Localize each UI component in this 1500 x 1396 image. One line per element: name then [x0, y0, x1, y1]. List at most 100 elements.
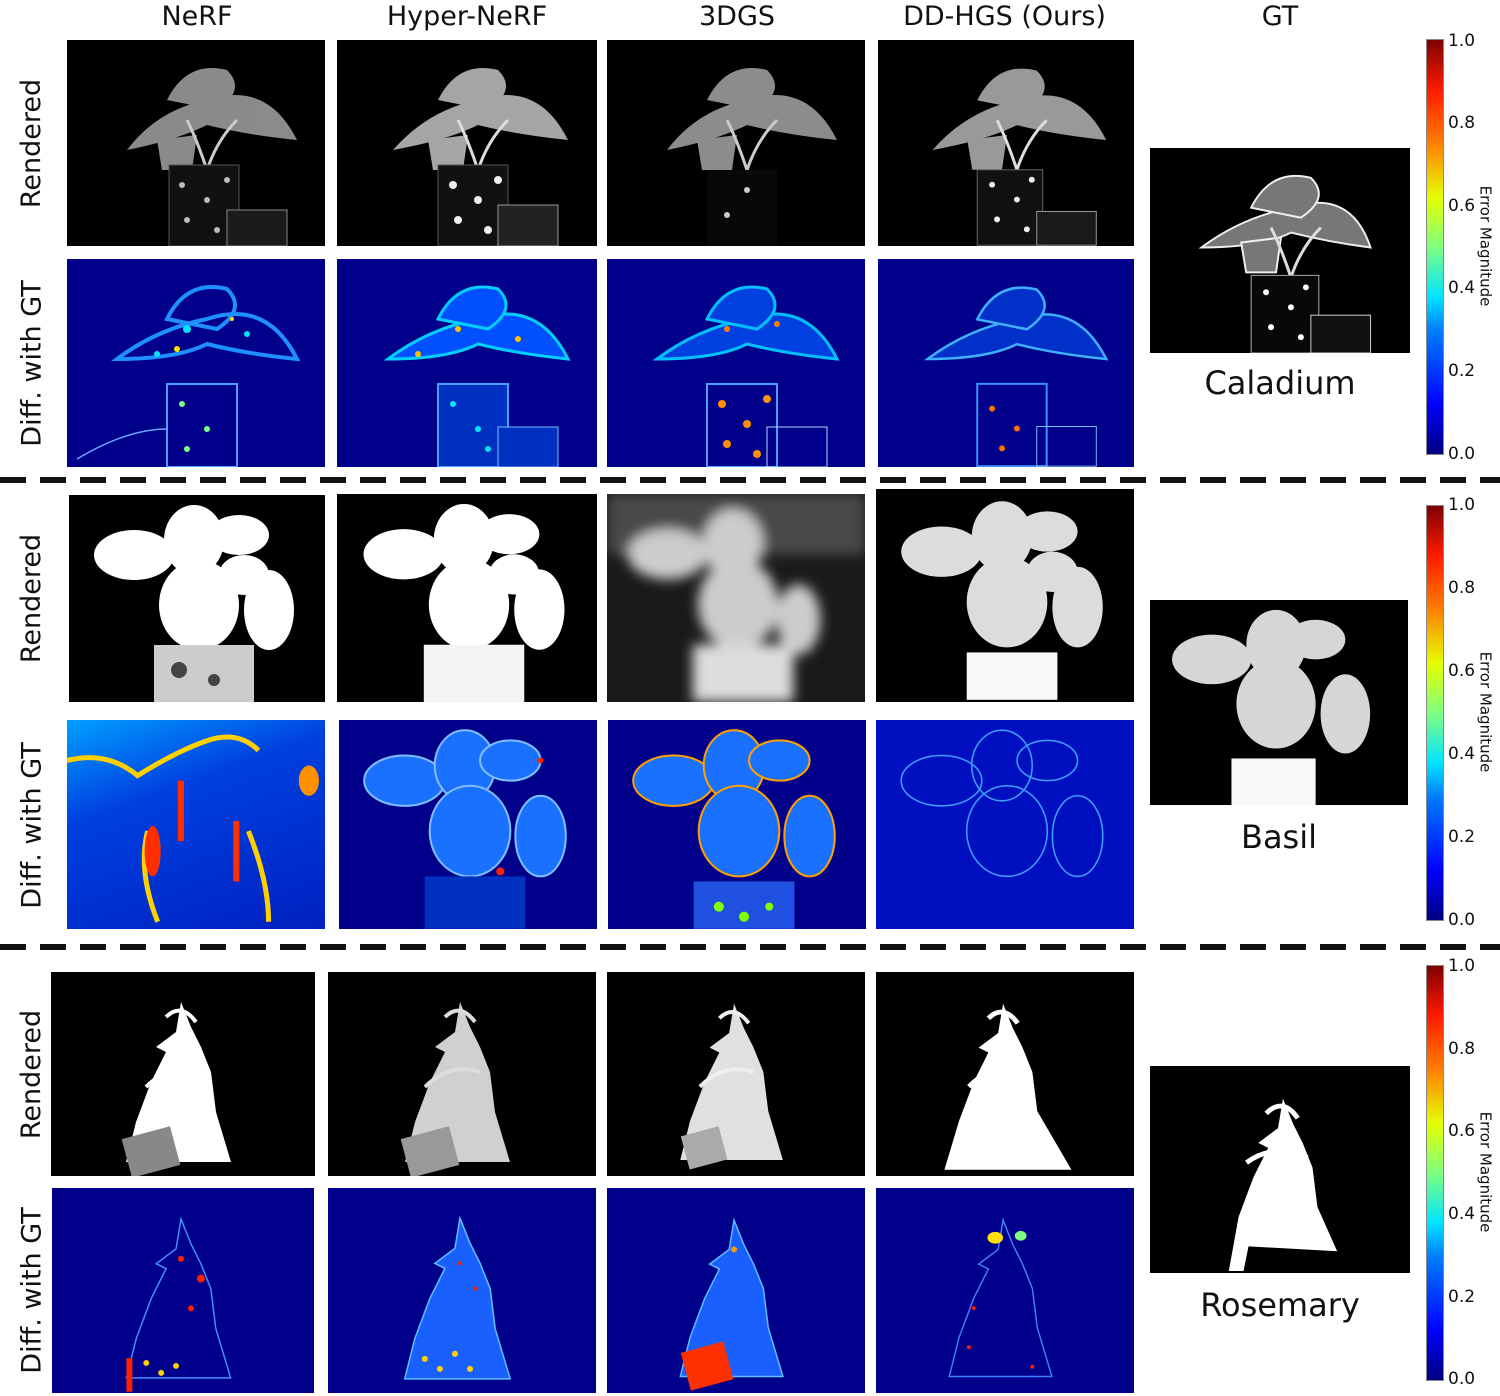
- basil-error-map: [632, 729, 836, 929]
- colorbar-tick: 0.6: [1448, 1121, 1476, 1141]
- rosemary-3dgs-diff: [607, 1188, 865, 1393]
- colorbar-tick: 0.4: [1448, 278, 1476, 298]
- rosemary-ddhgs-diff: [876, 1188, 1134, 1393]
- basil-hypernerf-rendered: [337, 494, 597, 702]
- rosemary-hypernerf-rendered: [328, 972, 596, 1176]
- colorbar-tick: 0.2: [1448, 361, 1476, 381]
- colorbar-caladium: [1426, 39, 1444, 455]
- colorbar-tick: 0.0: [1448, 444, 1476, 464]
- colorbar-axis-label: Error Magnitude: [1472, 39, 1498, 453]
- rosemary-error-map: [679, 1217, 784, 1391]
- row-label-text: Rendered: [16, 78, 48, 208]
- row-label-text: Diff. with GT: [16, 741, 48, 909]
- basil-plant-image: [363, 504, 565, 702]
- colorbar-rosemary: [1426, 965, 1444, 1381]
- colorbar-tick: 0.4: [1448, 744, 1476, 764]
- colorbar-tick: 1.0: [1448, 495, 1476, 515]
- rosemary-plant-image: [680, 1003, 783, 1170]
- caladium-3dgs-rendered: [607, 40, 865, 246]
- basil-hypernerf-diff: [339, 720, 597, 929]
- colorbar-tick: 0.8: [1448, 578, 1476, 598]
- basil-plant-image: [94, 505, 294, 702]
- caladium-ddhgs-rendered: [878, 40, 1134, 246]
- basil-error-map: [363, 729, 567, 929]
- caladium-error-map: [383, 285, 571, 467]
- row-label-text: Diff. with GT: [16, 279, 48, 447]
- basil-plant-image: [901, 501, 1103, 700]
- rosemary-gt-image: [1150, 1066, 1410, 1273]
- column-header-3dgs: 3DGS: [698, 1, 776, 32]
- rosemary-plant-image: [1228, 1098, 1338, 1271]
- row-label-rendered: Rendered: [10, 972, 54, 1176]
- row-label-text: Rendered: [16, 1009, 48, 1139]
- rosemary-plant-image: [944, 1003, 1072, 1170]
- colorbar-tick: 0.6: [1448, 196, 1476, 216]
- basil-3dgs-rendered: [607, 494, 865, 702]
- basil-plant-image: [1172, 609, 1371, 805]
- basil-nerf-rendered: [69, 495, 325, 702]
- rosemary-plant-image: [121, 1002, 231, 1176]
- basil-3dgs-diff: [608, 720, 866, 929]
- rosemary-nerf-diff: [52, 1188, 314, 1393]
- caladium-nerf-diff: [67, 259, 325, 467]
- colorbar-axis-label: Error Magnitude: [1472, 965, 1498, 1379]
- basil-ddhgs-diff: [876, 720, 1134, 929]
- row-label-diff: Diff. with GT: [10, 259, 54, 467]
- caladium-hypernerf-rendered: [337, 40, 597, 246]
- rosemary-error-map: [948, 1217, 1053, 1378]
- caladium-error-map: [652, 285, 840, 467]
- basil-gt-image: [1150, 600, 1408, 805]
- colorbar-tick: 0.6: [1448, 661, 1476, 681]
- row-label-rendered: Rendered: [10, 494, 54, 702]
- caladium-ddhgs-diff: [878, 259, 1134, 467]
- colorbar-tick: 1.0: [1448, 31, 1476, 51]
- colorbar-tick: 1.0: [1448, 956, 1476, 976]
- caladium-error-map: [76, 285, 301, 467]
- scene-name-rosemary: Rosemary: [1200, 1286, 1360, 1324]
- scene-divider: [0, 944, 1500, 950]
- rosemary-error-map: [125, 1216, 232, 1392]
- caladium-gt-image: [1150, 148, 1410, 353]
- column-header-nerf: NeRF: [161, 1, 233, 32]
- rosemary-hypernerf-diff: [328, 1188, 596, 1393]
- basil-nerf-diff: [67, 720, 325, 929]
- caladium-plant-image: [127, 68, 297, 246]
- colorbar-tick: 0.2: [1448, 1287, 1476, 1307]
- column-header-ddhgs: DD-HGS (Ours): [903, 1, 1106, 32]
- rosemary-plant-image: [400, 1002, 510, 1176]
- caladium-hypernerf-diff: [337, 259, 597, 467]
- colorbar-label-text: Error Magnitude: [1476, 185, 1494, 307]
- column-header-hypernerf: Hyper-NeRF: [386, 1, 548, 32]
- basil-error-map: [900, 729, 1104, 878]
- scene-name-caladium: Caladium: [1204, 364, 1356, 402]
- colorbar-label-text: Error Magnitude: [1476, 1111, 1494, 1233]
- colorbar-tick: 0.2: [1448, 827, 1476, 847]
- scene-name-basil: Basil: [1240, 818, 1317, 856]
- basil-ddhgs-rendered: [876, 489, 1134, 702]
- colorbar-tick: 0.0: [1448, 910, 1476, 930]
- row-label-text: Rendered: [16, 533, 48, 663]
- caladium-plant-image: [393, 68, 568, 246]
- row-label-rendered: Rendered: [10, 40, 54, 246]
- colorbar-tick: 0.4: [1448, 1204, 1476, 1224]
- caladium-plant-image: [932, 68, 1107, 246]
- row-label-diff: Diff. with GT: [10, 1188, 54, 1393]
- basil-error-map: [67, 734, 319, 923]
- caladium-3dgs-diff: [607, 259, 865, 467]
- colorbar-basil: [1426, 505, 1444, 921]
- basil-plant-image: [607, 494, 865, 702]
- rosemary-3dgs-rendered: [607, 972, 865, 1176]
- rosemary-nerf-rendered: [51, 972, 315, 1176]
- caladium-nerf-rendered: [67, 40, 325, 246]
- scene-divider: [0, 477, 1500, 483]
- caladium-error-map: [923, 286, 1109, 467]
- caladium-plant-image: [1198, 174, 1373, 353]
- colorbar-tick: 0.8: [1448, 113, 1476, 133]
- row-label-text: Diff. with GT: [16, 1207, 48, 1374]
- row-label-diff: Diff. with GT: [10, 720, 54, 930]
- colorbar-tick: 0.0: [1448, 1369, 1476, 1389]
- column-header-gt: GT: [1261, 1, 1299, 32]
- colorbar-label-text: Error Magnitude: [1476, 651, 1494, 773]
- colorbar-tick: 0.8: [1448, 1039, 1476, 1059]
- caladium-plant-image: [667, 68, 837, 246]
